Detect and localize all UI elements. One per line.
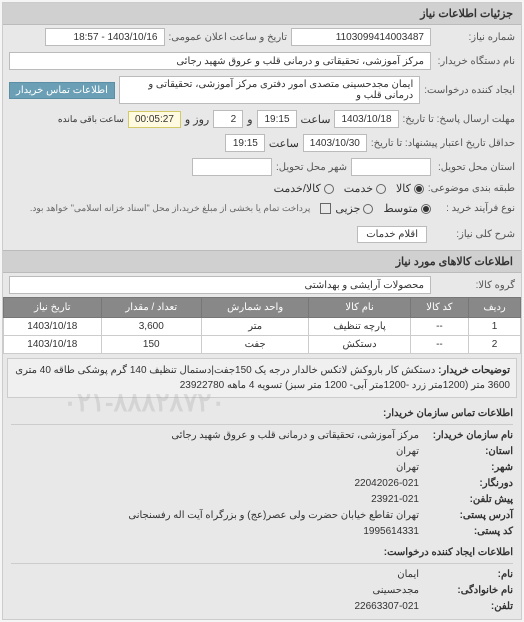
city-value (192, 158, 272, 176)
table-cell: جفت (201, 336, 308, 354)
creator-tel: 22663307-021 (354, 599, 419, 615)
contact-org: مرکز آموزشی، تحقیقاتی و درمانی قلب و عرو… (171, 428, 419, 444)
radio-dot-icon (414, 184, 424, 194)
contact-section-title: اطلاعات تماس سازمان خریدار: (11, 406, 513, 425)
process-note: پرداخت تمام یا بخشی از مبلغ خرید،از محل … (9, 201, 316, 216)
table-cell: دستکش (309, 336, 410, 354)
radio-medium[interactable]: متوسط (383, 202, 431, 215)
validity-time-label: ساعت (269, 137, 299, 150)
contact-address: تهران تقاطع خیابان حضرت ولی عصر(عج) و بز… (128, 508, 419, 524)
time-label: ساعت (301, 113, 331, 126)
table-row: 2--دستکشجفت1501403/10/18 (4, 336, 521, 354)
table-cell: متر (201, 318, 308, 336)
table-header: واحد شمارش (201, 298, 308, 318)
table-cell: 1403/10/18 (4, 336, 102, 354)
table-header: تاریخ نیاز (4, 298, 102, 318)
contact-city-label: شهر: (423, 460, 513, 476)
table-cell: 150 (101, 336, 201, 354)
creator-lastname: مجدحسینی (372, 583, 419, 599)
creator-tel-label: تلفن: (423, 599, 513, 615)
table-cell: 1403/10/18 (4, 318, 102, 336)
contact-address-label: آدرس پستی: (423, 508, 513, 524)
table-cell: پارچه تنظیف (309, 318, 410, 336)
deadline-time: 19:15 (257, 110, 297, 128)
buyer-org-label: نام دستگاه خریدار: (435, 56, 515, 67)
contact-phone-label: پیش تلفن: (423, 492, 513, 508)
table-header: نام کالا (309, 298, 410, 318)
creator-name-label: نام: (423, 567, 513, 583)
creator-firstname: ایمان (397, 567, 419, 583)
validity-date: 1403/10/30 (303, 134, 367, 152)
deadline-date: 1403/10/18 (334, 110, 398, 128)
contact-city: تهران (396, 460, 419, 476)
creator-name: ایمان مجدحسینی متصدی امور دفتری مرکز آمو… (119, 76, 420, 104)
radio-service-label: خدمت (344, 182, 373, 195)
day-value: 2 (213, 110, 243, 128)
budget-label: طبقه بندی موضوعی: (428, 183, 515, 194)
validity-label: حداقل تاریخ اعتبار پیشنهاد: تا تاریخ: (371, 138, 515, 149)
contact-info-button[interactable]: اطلاعات تماس خریدار (9, 82, 115, 99)
contact-phone: 23921-021 (371, 492, 419, 508)
radio-service[interactable]: خدمت (344, 182, 386, 195)
province-label: استان محل تحویل: (435, 162, 515, 173)
contact-province-label: استان: (423, 444, 513, 460)
validity-time: 19:15 (225, 134, 265, 152)
table-cell: 2 (469, 336, 521, 354)
radio-both[interactable]: کالا/خدمت (274, 182, 334, 195)
treasury-checkbox[interactable] (320, 203, 331, 214)
creator-label: ایجاد کننده درخواست: (424, 85, 515, 96)
table-cell: -- (410, 336, 468, 354)
city-label: شهر محل تحویل: (276, 162, 347, 173)
radio-dot-icon (421, 204, 431, 214)
radio-minor[interactable]: جزیی (335, 202, 373, 215)
table-row: 1--پارچه تنظیفمتر3,6001403/10/18 (4, 318, 521, 336)
items-section-title: اطلاعات کالاهای مورد نیاز (3, 250, 521, 273)
contact-fax-label: دورنگار: (423, 476, 513, 492)
creator-section-title: اطلاعات ایجاد کننده درخواست: (11, 543, 513, 564)
creator-lastname-label: نام خانوادگی: (423, 583, 513, 599)
radio-medium-label: متوسط (383, 202, 418, 215)
buyer-org: مرکز آموزشی، تحقیقاتی و درمانی قلب و عرو… (9, 52, 431, 70)
buyer-desc-label: توضیحات خریدار: (438, 365, 510, 376)
contact-postal: 1995614331 (363, 524, 419, 540)
radio-minor-label: جزیی (335, 202, 360, 215)
group-label: گروه کالا: (435, 280, 515, 291)
contact-province: تهران (396, 444, 419, 460)
table-header: کد کالا (410, 298, 468, 318)
radio-dot-icon (324, 184, 334, 194)
table-cell: 3,600 (101, 318, 201, 336)
contact-fax: 22042026-021 (354, 476, 419, 492)
panel-title: جزئیات اطلاعات نیاز (3, 3, 521, 25)
radio-goods-label: کالا (396, 182, 411, 195)
table-header: تعداد / مقدار (101, 298, 201, 318)
general-desc-value: اقلام خدمات (357, 226, 427, 243)
radio-both-label: کالا/خدمت (274, 182, 321, 195)
radio-dot-icon (363, 204, 373, 214)
timer-suffix: ساعت باقی مانده (58, 114, 124, 125)
announce-datetime: 1403/10/16 - 18:57 (45, 28, 165, 46)
group-value: محصولات آرایشی و بهداشتی (9, 276, 431, 294)
radio-dot-icon (376, 184, 386, 194)
table-cell: 1 (469, 318, 521, 336)
announce-label: تاریخ و ساعت اعلان عمومی: (169, 32, 288, 43)
general-desc-label: شرح کلی نیاز: (435, 229, 515, 240)
day-suffix: روز و (185, 113, 209, 126)
process-label: نوع فرآیند خرید : (435, 203, 515, 214)
table-cell: -- (410, 318, 468, 336)
request-number-label: شماره نیاز: (435, 32, 515, 43)
table-header: ردیف (469, 298, 521, 318)
items-table: ردیفکد کالانام کالاواحد شمارشتعداد / مقد… (3, 297, 521, 354)
contact-postal-label: کد پستی: (423, 524, 513, 540)
province-value (351, 158, 431, 176)
radio-goods[interactable]: کالا (396, 182, 424, 195)
deadline-label: مهلت ارسال پاسخ: تا تاریخ: (403, 114, 515, 125)
buyer-desc-text: دستکش کار باروکش لاتکس خالدار درجه یک 15… (15, 365, 510, 391)
day-and: و (247, 113, 252, 126)
request-number: 1103099414003487 (291, 28, 431, 46)
contact-org-label: نام سازمان خریدار: (423, 428, 513, 444)
countdown-timer: 00:05:27 (128, 111, 181, 128)
